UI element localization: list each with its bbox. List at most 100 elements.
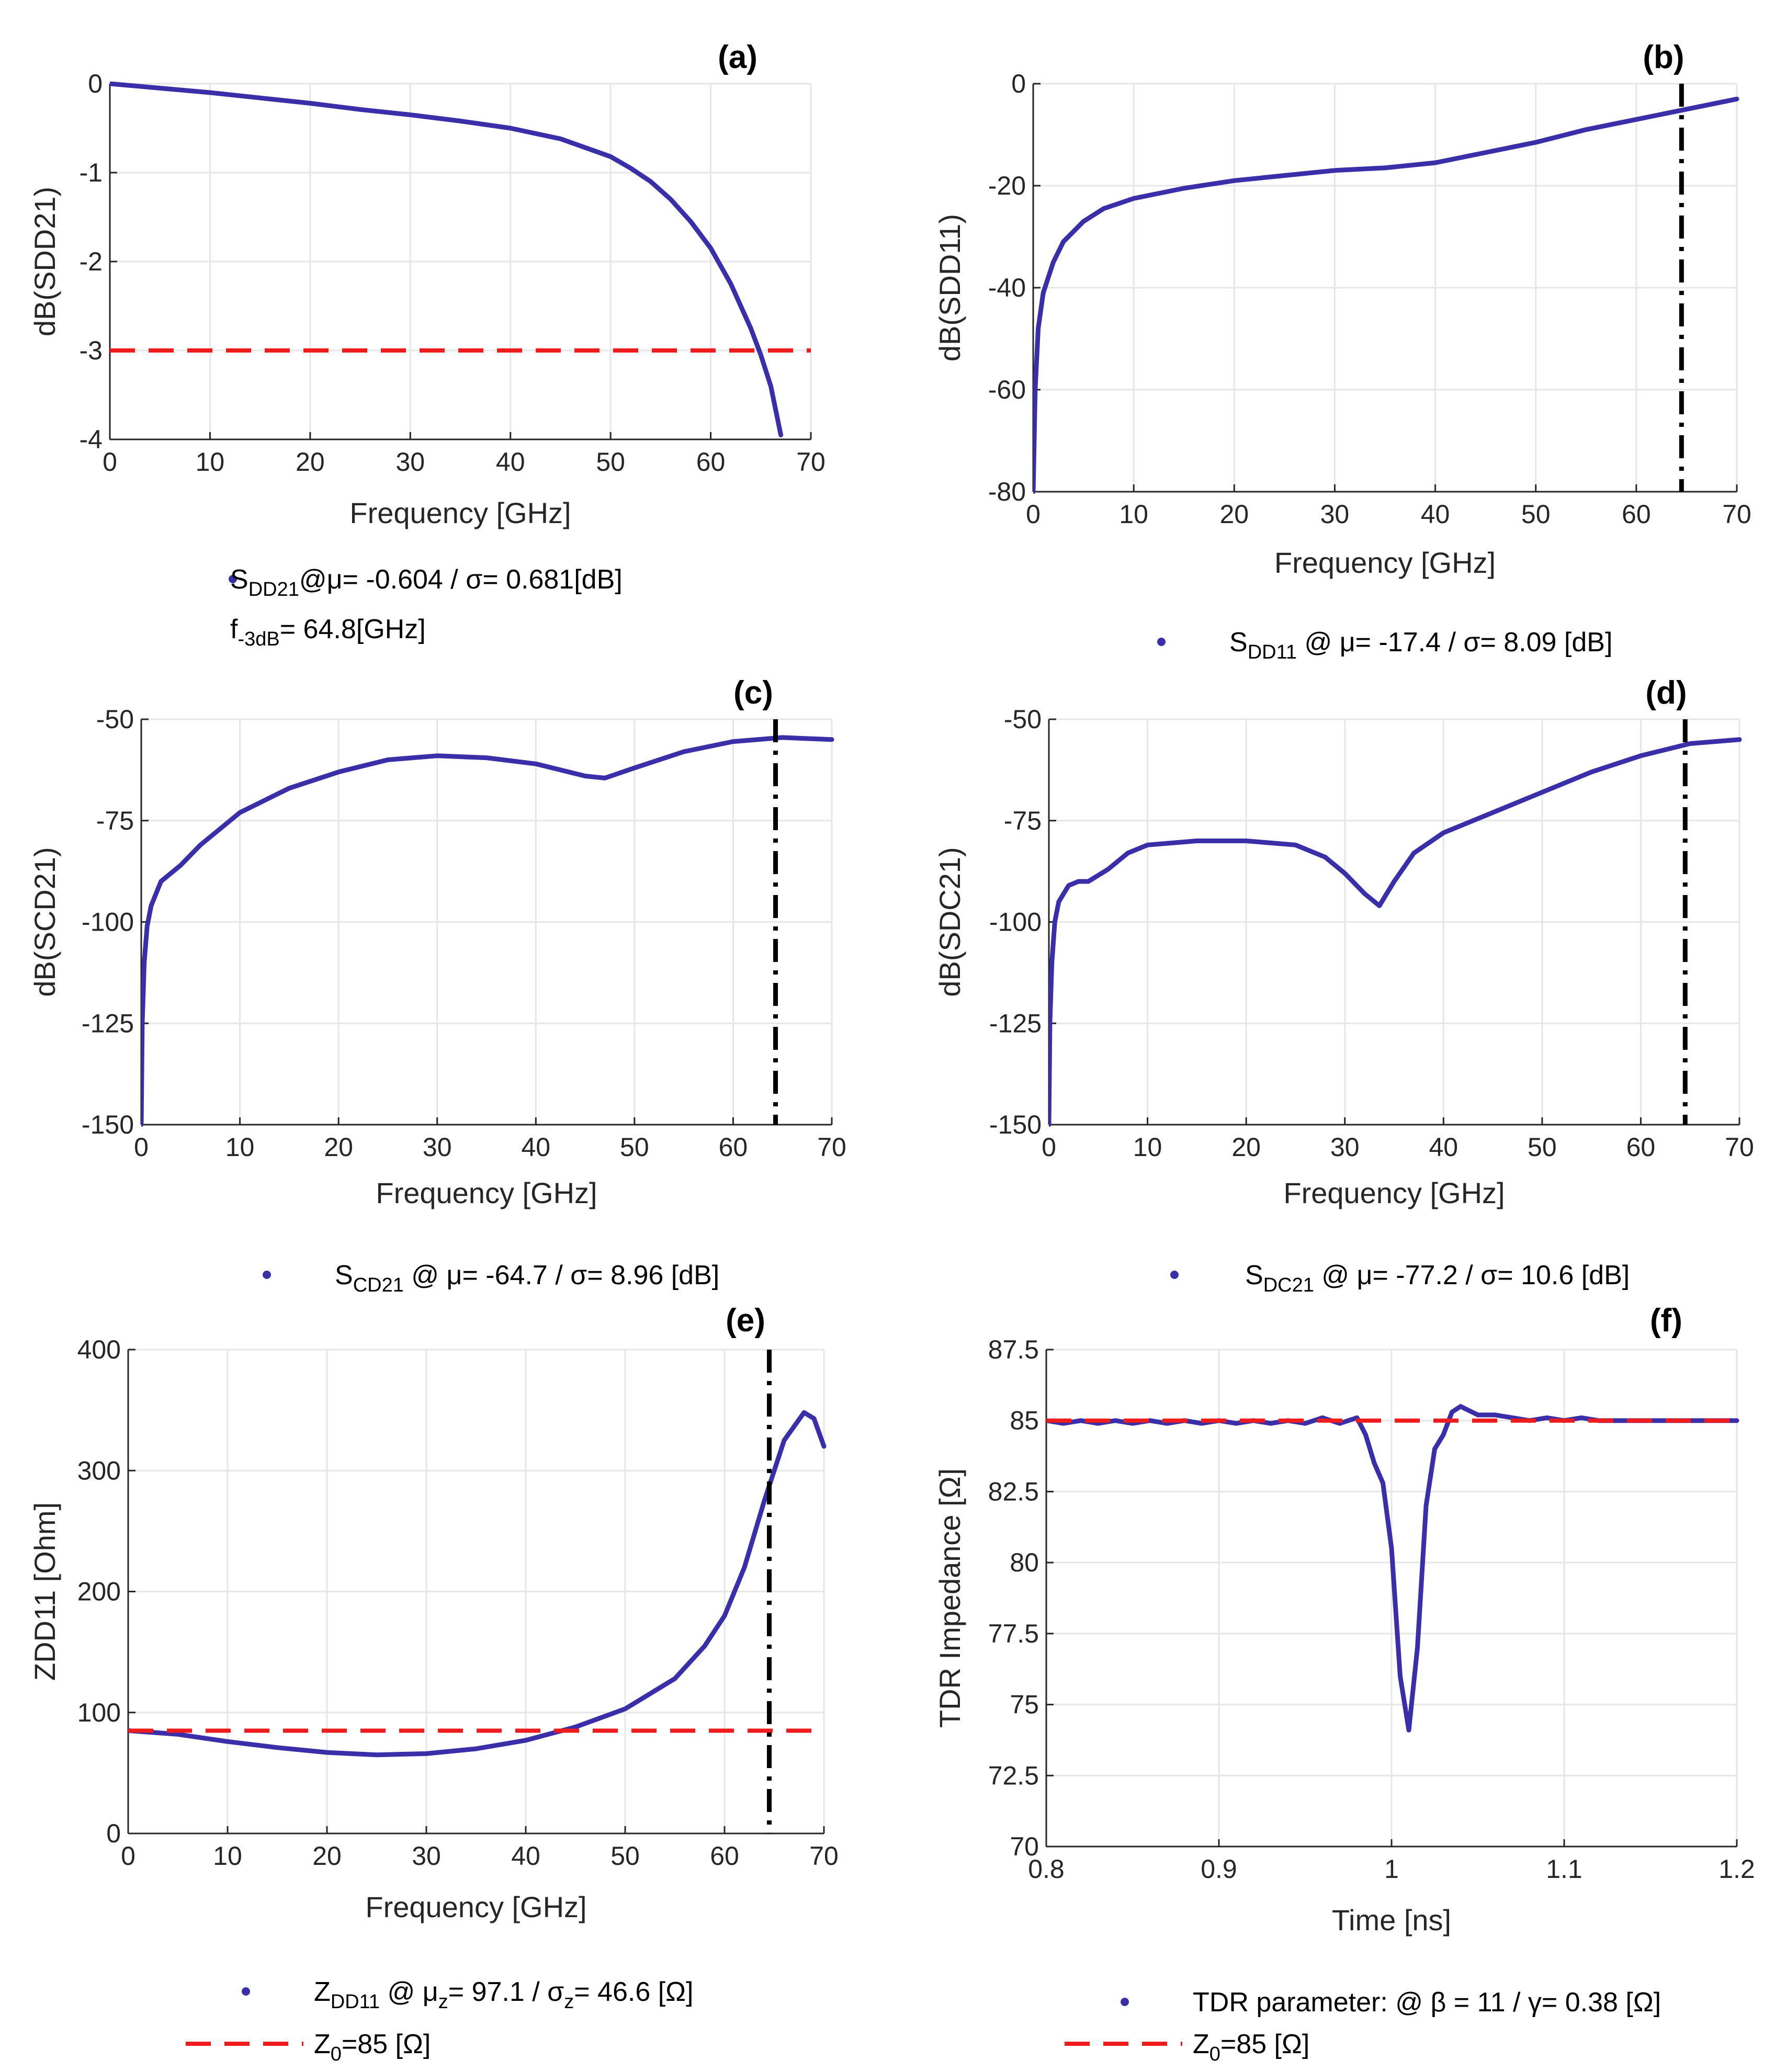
y-tick-label: -125: [989, 1009, 1042, 1038]
y-axis-label: dB(SDD21): [28, 187, 61, 336]
x-tick-label: 60: [1622, 500, 1651, 529]
legend-marker: [1170, 1271, 1179, 1279]
panel-title: (c): [733, 675, 773, 711]
y-tick-label: 200: [77, 1577, 121, 1606]
y-tick-label: 0: [1011, 69, 1026, 98]
legend-entry-part: = 46.6 [Ω]: [574, 1977, 693, 2007]
y-tick-label: 0: [106, 1819, 121, 1848]
x-tick-label: 10: [213, 1841, 242, 1871]
x-tick-label: 10: [1133, 1133, 1162, 1162]
legend-entry-line2-part: = 64.8[GHz]: [280, 614, 426, 644]
legend-entry-line2-part: f: [230, 614, 238, 644]
x-tick-label: 20: [1219, 500, 1249, 529]
x-tick-label: 50: [596, 447, 625, 477]
legend-entry-subscript: 0: [1209, 2043, 1220, 2065]
y-tick-label: -40: [988, 273, 1026, 302]
x-tick-label: 40: [1421, 500, 1450, 529]
panel-b: 0 10 20 30 40 50 60 70 -80 -60 -40 -20 0 Frequency [G…: [933, 39, 1751, 663]
panel-f: 0.8 0.9 1 1.1 1.2 70 72.5 75 77.5 80 82.5 85 87.5 Tim…: [933, 1303, 1755, 2065]
x-tick-label: 0: [1026, 500, 1041, 529]
x-tick-label: 0.8: [1028, 1854, 1065, 1884]
x-axis-label: Frequency [GHz]: [349, 496, 571, 529]
legend-entry: TDR parameter: @ β = 11 / γ= 0.38 [Ω]: [1193, 1987, 1661, 2018]
panel-title: (f): [1650, 1303, 1682, 1339]
x-tick-label: 70: [809, 1841, 839, 1871]
x-tick-label: 70: [1722, 500, 1751, 529]
legend-entry-subscript: DD11: [1248, 641, 1297, 663]
x-tick-label: 50: [620, 1133, 649, 1162]
legend-entry: SDD11 @ μ= -17.4 / σ= 8.09 [dB]: [1229, 627, 1612, 663]
y-tick-label: -75: [96, 806, 134, 835]
x-tick-label: 0: [134, 1133, 149, 1162]
x-tick-label: 10: [196, 447, 225, 477]
x-tick-label: 10: [1119, 500, 1148, 529]
x-tick-label: 1.2: [1719, 1854, 1755, 1884]
x-tick-label: 70: [817, 1133, 846, 1162]
x-tick-label: 0: [1042, 1133, 1056, 1162]
y-tick-label: 400: [77, 1335, 121, 1364]
legend-entry: ZDD11 @ μz= 97.1 / σz= 46.6 [Ω]: [314, 1977, 693, 2013]
legend-entry-subscript: DC21: [1263, 1274, 1314, 1296]
x-tick-label: 10: [225, 1133, 255, 1162]
x-axis-label: Time [ns]: [1332, 1904, 1451, 1937]
legend-entry-line2-subscript: -3dB: [238, 628, 279, 650]
x-tick-label: 70: [1725, 1133, 1754, 1162]
legend-entry-part: =85 [Ω]: [342, 2029, 431, 2059]
x-tick-label: 20: [312, 1841, 342, 1871]
x-axis-label: Frequency [GHz]: [1274, 546, 1496, 579]
y-axis-label: dB(SDC21): [933, 847, 966, 997]
x-tick-label: 30: [395, 447, 425, 477]
y-tick-label: -2: [80, 247, 103, 276]
legend-entry-part: S: [230, 564, 248, 595]
y-tick-label: -20: [988, 171, 1026, 200]
y-tick-label: 72.5: [988, 1761, 1039, 1790]
y-tick-label: 77.5: [988, 1619, 1039, 1648]
x-tick-label: 30: [1330, 1133, 1360, 1162]
legend-entry-subscript: DD11: [331, 1991, 380, 2013]
y-tick-label: -75: [1004, 806, 1042, 835]
x-tick-label: 40: [521, 1133, 550, 1162]
legend-marker: [1121, 1998, 1129, 2006]
y-tick-label: -60: [988, 375, 1026, 404]
x-tick-label: 60: [710, 1841, 739, 1871]
legend-entry-line2: f-3dB= 64.8[GHz]: [230, 614, 426, 650]
y-tick-label: -4: [80, 425, 103, 454]
legend-entry-part: @ μ= -17.4 / σ= 8.09 [dB]: [1297, 627, 1612, 658]
x-tick-label: 30: [423, 1133, 452, 1162]
panel-title: (a): [718, 39, 758, 75]
legend-entry-subscript: 0: [331, 2043, 342, 2065]
legend-entry-part: S: [1245, 1260, 1263, 1290]
x-tick-label: 60: [1626, 1133, 1656, 1162]
legend-entry-subscript: CD21: [353, 1274, 404, 1296]
legend-entry-part: @ μ= -64.7 / σ= 8.96 [dB]: [404, 1260, 719, 1290]
panel-a: 0 10 20 30 40 50 60 70 -4 -3 -2 -1 0 Frequency [GHz] d…: [28, 39, 826, 650]
y-axis-label: ZDD11 [Ohm]: [28, 1502, 61, 1681]
legend-entry-part: = 97.1 / σ: [448, 1977, 564, 2007]
x-tick-label: 1.1: [1546, 1854, 1582, 1884]
legend-marker: [229, 575, 237, 583]
y-tick-label: -125: [82, 1009, 134, 1038]
y-tick-label: 87.5: [988, 1335, 1039, 1364]
y-tick-label: 300: [77, 1456, 121, 1485]
series-line-sdd11: [1033, 96, 1739, 494]
x-tick-label: 50: [610, 1841, 640, 1871]
panel-title: (e): [726, 1303, 765, 1339]
legend-entry-part: =85 [Ω]: [1220, 2029, 1309, 2059]
y-tick-label: -100: [989, 908, 1042, 937]
series-line-sdd21: [110, 82, 784, 437]
x-tick-label: 20: [324, 1133, 353, 1162]
y-tick-label: 82.5: [988, 1477, 1039, 1506]
legend-entry-part: Z: [314, 1977, 331, 2007]
y-tick-label: 85: [1010, 1406, 1039, 1435]
y-tick-label: -150: [989, 1110, 1042, 1139]
y-tick-label: -1: [80, 158, 103, 187]
legend-entry-part: Z: [1193, 2029, 1209, 2059]
y-tick-label: 0: [88, 69, 103, 98]
panel-title: (b): [1643, 39, 1684, 75]
panel-c: 0 10 20 30 40 50 60 70 -150 -125 -100 -75 -50 Frequen…: [28, 675, 846, 1296]
y-tick-label: -100: [82, 908, 134, 937]
y-tick-label: 70: [1010, 1832, 1039, 1861]
x-axis-label: Frequency [GHz]: [365, 1890, 586, 1923]
